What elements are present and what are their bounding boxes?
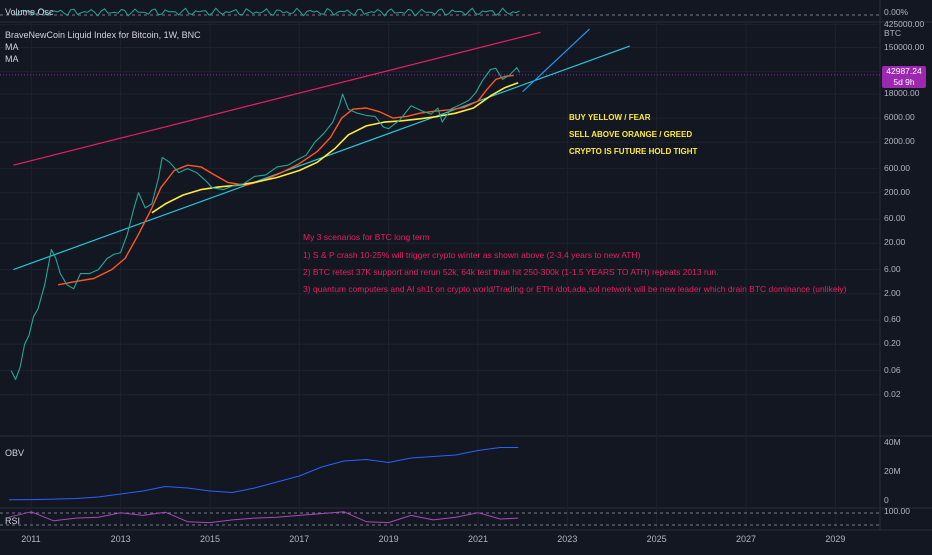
chart-title: BraveNewCoin Liquid Index for Bitcoin, 1… <box>5 30 201 40</box>
y-tick-label: 0.02 <box>884 388 901 399</box>
trend-support-line <box>13 45 631 271</box>
price-line <box>10 67 520 381</box>
y-tick-label: 2.00 <box>884 287 901 298</box>
annotation-sell: SELL ABOVE ORANGE / GREED <box>569 130 693 139</box>
y-tick-label: 150000.00 <box>884 41 925 52</box>
x-tick-label: 2027 <box>735 534 757 544</box>
y-tick-label: 20.00 <box>884 237 906 248</box>
y-tick-label: 0.20 <box>884 338 901 349</box>
volume-osc-line <box>13 7 520 17</box>
y-tick-label: 60.00 <box>884 213 906 224</box>
current-price-tag: 42987.24 5d 9h <box>882 66 926 88</box>
annotation-scenarios-title: My 3 scenarios for BTC long term <box>303 232 430 242</box>
rsi-line <box>8 511 519 524</box>
current-price: 42987.24 <box>886 66 922 76</box>
obv-axis-tick: 0 <box>884 495 889 505</box>
y-tick-label: 18000.00 <box>884 88 920 98</box>
obv-line <box>8 447 519 501</box>
y-tick-label: 425000.00 <box>884 18 925 29</box>
y-tick-label: 2000.00 <box>884 136 915 147</box>
y-tick-label: 600.00 <box>884 162 910 173</box>
y-unit-label: BTC <box>884 28 901 38</box>
annotation-buy: BUY YELLOW / FEAR <box>569 113 651 122</box>
x-tick-label: 2019 <box>378 534 399 544</box>
bar-countdown: 5d 9h <box>893 77 915 87</box>
series-lines <box>8 7 631 524</box>
pane-separators <box>0 0 932 531</box>
ma-yellow-line <box>151 82 519 214</box>
annotation-scenario-1: 1) S & P crash 10-25% will trigger crypt… <box>303 250 641 260</box>
rsi-axis-tick: 100.00 <box>884 506 910 516</box>
ma1-label[interactable]: MA <box>5 42 19 52</box>
annotation-scenario-3: 3) quantum computers and AI sh1t on cryp… <box>303 284 847 294</box>
y-tick-label: 0.60 <box>884 314 901 325</box>
x-tick-label: 2025 <box>646 534 667 544</box>
y-tick-label: 200.00 <box>884 186 910 197</box>
x-tick-label: 2023 <box>557 534 578 544</box>
y-tick-label: 0.06 <box>884 364 901 375</box>
x-tick-label: 2017 <box>289 534 310 544</box>
ma-orange-line <box>57 74 514 286</box>
x-tick-label: 2015 <box>199 534 220 544</box>
x-tick-label: 2029 <box>825 534 846 544</box>
y-tick-label: 6.00 <box>884 263 901 274</box>
ma2-label[interactable]: MA <box>5 54 19 64</box>
volume-osc-label[interactable]: Volume Osc <box>5 7 54 17</box>
x-tick-label: 2013 <box>110 534 131 544</box>
obv-label[interactable]: OBV <box>5 448 25 458</box>
obv-axis-tick: 40M <box>884 437 901 447</box>
annotation-scenario-2: 2) BTC retest 37K support and rerun 52k,… <box>303 267 719 277</box>
y-tick-label: 6000.00 <box>884 112 915 123</box>
obv-axis-tick: 20M <box>884 466 901 476</box>
x-tick-label: 2021 <box>467 534 488 544</box>
annotation-hold: CRYPTO IS FUTURE HOLD TIGHT <box>569 147 698 156</box>
channel-top-line <box>13 31 541 166</box>
rsi-label[interactable]: RSI <box>5 516 21 526</box>
projection-line <box>522 28 591 93</box>
grid <box>0 14 880 530</box>
volume-axis-label: 0.00% <box>884 7 909 17</box>
x-tick-label: 2011 <box>21 534 41 544</box>
